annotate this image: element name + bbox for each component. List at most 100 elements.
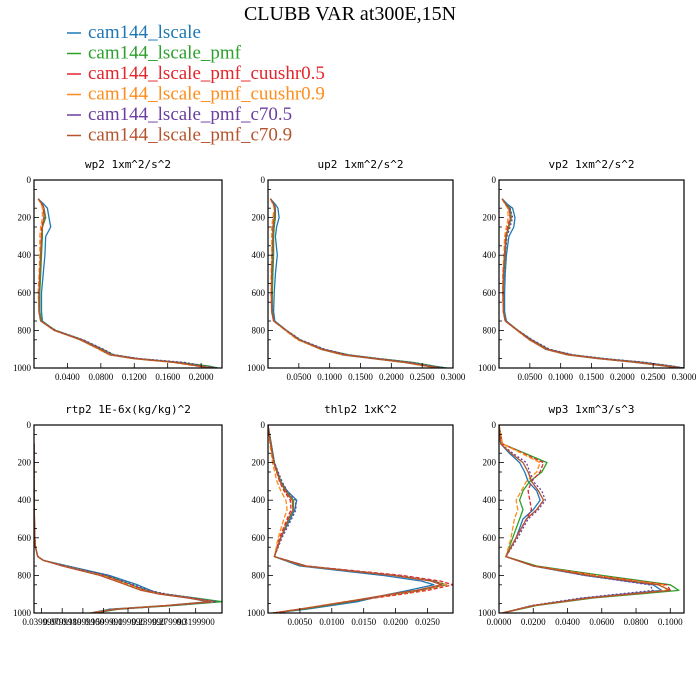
series-line bbox=[499, 425, 671, 613]
series-line bbox=[501, 198, 678, 368]
legend-entry: cam144_lscale_pmf_c70.9 bbox=[88, 125, 292, 146]
legend-entry: cam144_lscale_pmf bbox=[88, 43, 242, 64]
legend-entry: cam144_lscale_pmf_cuushr0.9 bbox=[88, 84, 325, 105]
series-line bbox=[34, 443, 222, 613]
x-tick-label: 0.0800 bbox=[88, 372, 113, 382]
panel-title: wp3 1xm^3/s^3 bbox=[548, 403, 634, 416]
x-tick-label: 0.3000 bbox=[441, 372, 466, 382]
series-line bbox=[34, 443, 214, 613]
legend-entry: cam144_lscale bbox=[88, 22, 201, 43]
series-line bbox=[268, 425, 445, 613]
x-tick-label: 0.1000 bbox=[317, 372, 342, 382]
x-tick-label: 0.11999900 bbox=[62, 617, 105, 627]
series-line bbox=[269, 198, 438, 368]
x-tick-label: 0.2000 bbox=[379, 372, 404, 382]
y-tick-label: 400 bbox=[252, 495, 266, 505]
y-tick-label: 1000 bbox=[13, 363, 32, 373]
series-line bbox=[37, 198, 210, 368]
x-tick-label: 0.1000 bbox=[658, 617, 683, 627]
series-line bbox=[268, 425, 448, 613]
x-tick-label: 0.0600 bbox=[589, 617, 614, 627]
y-tick-label: 0 bbox=[27, 420, 32, 430]
x-tick-label: 0.1600 bbox=[155, 372, 180, 382]
x-tick-label: 0.0799980 bbox=[43, 617, 82, 627]
y-tick-label: 200 bbox=[252, 213, 266, 223]
x-tick-label: 0.1000 bbox=[548, 372, 573, 382]
y-tick-label: 800 bbox=[252, 325, 266, 335]
y-tick-label: 800 bbox=[252, 570, 266, 580]
panel: wp2 1xm^2/s^2 0 200 400 600 800 1000 0.0400 0.08… bbox=[13, 158, 223, 382]
x-tick-label: 0.0400 bbox=[55, 372, 80, 382]
y-tick-label: 600 bbox=[483, 533, 497, 543]
y-tick-label: 1000 bbox=[478, 363, 497, 373]
series-line bbox=[37, 198, 214, 368]
y-tick-label: 800 bbox=[483, 325, 497, 335]
series-line bbox=[269, 198, 441, 368]
series-line bbox=[270, 198, 441, 368]
series-line bbox=[37, 198, 218, 368]
x-tick-label: 0.2000 bbox=[189, 372, 214, 382]
series-line bbox=[37, 198, 218, 368]
x-tick-label: 0.0200 bbox=[383, 617, 408, 627]
x-tick-label: 0.199990 bbox=[111, 617, 145, 627]
x-tick-label: 0.0250 bbox=[415, 617, 440, 627]
panel-title: up2 1xm^2/s^2 bbox=[317, 158, 403, 171]
plot-frame bbox=[33, 424, 223, 614]
y-tick-label: 600 bbox=[18, 533, 32, 543]
y-tick-label: 400 bbox=[483, 495, 497, 505]
x-tick-label: 0.0400 bbox=[555, 617, 580, 627]
panel: up2 1xm^2/s^2 0 200 400 600 800 1000 0.0500 0.10… bbox=[247, 158, 466, 382]
y-tick-label: 0 bbox=[492, 420, 497, 430]
series-line bbox=[269, 198, 446, 368]
y-tick-label: 400 bbox=[252, 250, 266, 260]
legend-entry: cam144_lscale_pmf_c70.5 bbox=[88, 104, 292, 125]
panels: wp2 1xm^2/s^2 0 200 400 600 800 1000 0.0400 0.08… bbox=[13, 158, 697, 627]
x-tick-label: 0.239990 bbox=[132, 617, 166, 627]
y-tick-label: 400 bbox=[18, 495, 32, 505]
plot-frame bbox=[498, 179, 685, 369]
y-tick-label: 0 bbox=[492, 175, 497, 185]
panel-title: vp2 1xm^2/s^2 bbox=[548, 158, 634, 171]
series-line bbox=[499, 425, 680, 613]
series-line bbox=[268, 425, 443, 613]
plot-frame bbox=[498, 424, 685, 614]
x-tick-label: 0.1200 bbox=[122, 372, 147, 382]
x-tick-label: 0.0500 bbox=[517, 372, 542, 382]
panel: thlp2 1xK^2 0 200 400 600 800 1000 0.0050 0.0100… bbox=[247, 403, 454, 627]
y-tick-label: 600 bbox=[252, 533, 266, 543]
x-tick-label: 0.1599990 bbox=[84, 617, 123, 627]
y-tick-label: 1000 bbox=[13, 608, 32, 618]
y-tick-label: 1000 bbox=[247, 363, 266, 373]
x-tick-label: 0.0200 bbox=[521, 617, 546, 627]
x-tick-label: 0.3000 bbox=[672, 372, 697, 382]
y-tick-label: 200 bbox=[18, 213, 32, 223]
y-tick-label: 0 bbox=[261, 175, 266, 185]
legend-entry: cam144_lscale_pmf_cuushr0.5 bbox=[88, 63, 325, 84]
series-line bbox=[37, 198, 212, 368]
series-line bbox=[501, 198, 684, 368]
y-tick-label: 200 bbox=[18, 458, 32, 468]
y-tick-label: 800 bbox=[18, 325, 32, 335]
series-line bbox=[34, 443, 210, 613]
series-line bbox=[34, 443, 212, 613]
x-tick-label: 0.0800 bbox=[624, 617, 649, 627]
y-tick-label: 800 bbox=[483, 570, 497, 580]
series-line bbox=[268, 425, 435, 613]
x-tick-label: 0.2500 bbox=[641, 372, 666, 382]
series-line bbox=[37, 198, 210, 368]
y-tick-label: 600 bbox=[252, 288, 266, 298]
panel: vp2 1xm^2/s^2 0 200 400 600 800 1000 0.0500 0.10… bbox=[478, 158, 697, 382]
x-tick-label: 0.0500 bbox=[286, 372, 311, 382]
y-tick-label: 600 bbox=[18, 288, 32, 298]
x-tick-label: 0.1500 bbox=[579, 372, 604, 382]
series-line bbox=[268, 425, 453, 613]
x-tick-label: 0.2500 bbox=[410, 372, 435, 382]
plot-frame bbox=[267, 179, 454, 369]
series-line bbox=[34, 443, 218, 613]
series-line bbox=[499, 425, 654, 613]
series-line bbox=[501, 198, 678, 368]
y-tick-label: 1000 bbox=[478, 608, 497, 618]
y-tick-label: 200 bbox=[483, 458, 497, 468]
